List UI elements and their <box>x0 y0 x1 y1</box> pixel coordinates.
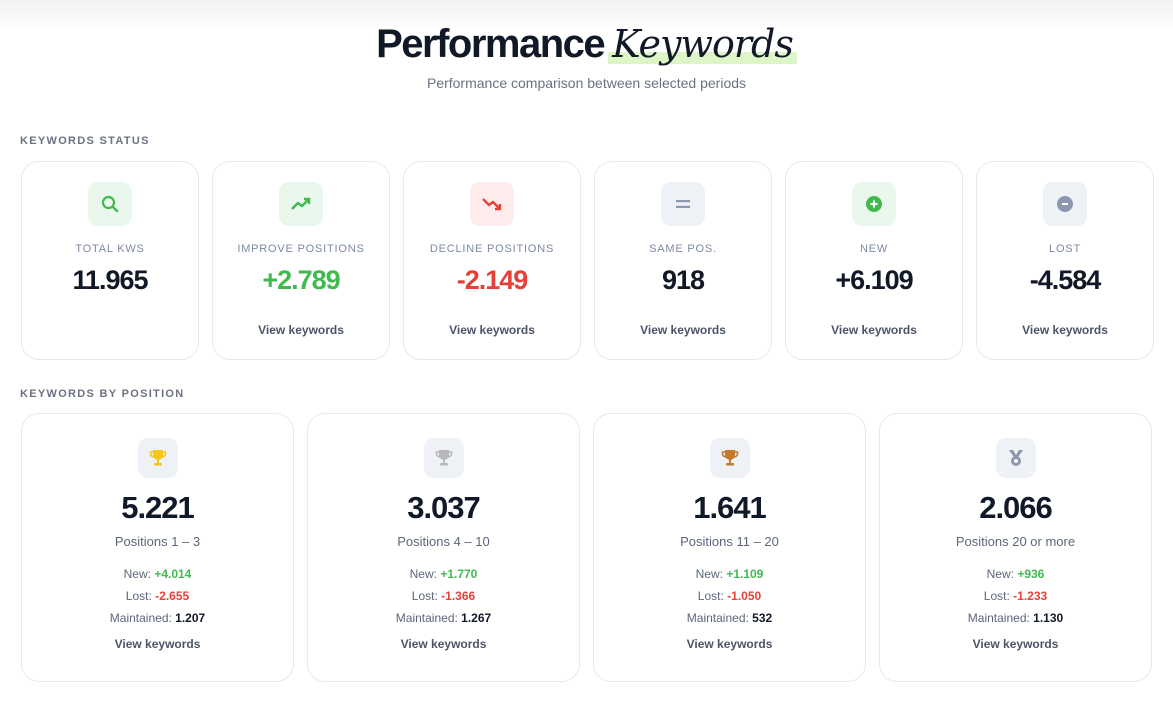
lost-label: Lost: <box>411 589 438 603</box>
status-label: TOTAL KWS <box>75 243 145 255</box>
status-label: SAME POS. <box>649 243 717 255</box>
lost-value: -1.050 <box>727 589 762 603</box>
status-label: LOST <box>1049 243 1081 255</box>
status-label: IMPROVE POSITIONS <box>237 243 365 255</box>
new-stat: New: +4.014 <box>22 563 293 585</box>
lost-stat: Lost: -1.233 <box>880 585 1151 607</box>
title-accent: Keywords <box>608 22 797 66</box>
lost-stat: Lost: -1.050 <box>594 585 865 607</box>
status-value: +6.109 <box>835 265 913 295</box>
trending-up-icon <box>279 182 323 226</box>
view-keywords-link[interactable]: View keywords <box>831 323 917 337</box>
minus-circle-icon <box>1043 182 1087 226</box>
status-cards: TOTAL KWS 11.965 IMPROVE POSITIONS +2.78… <box>21 161 1154 360</box>
page-header: Performance Keywords Performance compari… <box>0 22 1173 91</box>
position-stats: New: +4.014 Lost: -2.655 Maintained: 1.2… <box>22 563 293 629</box>
position-value: 3.037 <box>407 490 481 525</box>
position-value: 5.221 <box>121 490 195 525</box>
maintained-label: Maintained: <box>395 611 458 625</box>
section-label-positions: KEYWORDS BY POSITION <box>20 388 185 400</box>
view-keywords-link[interactable]: View keywords <box>258 323 344 337</box>
status-value: -2.149 <box>456 265 529 295</box>
status-value: 11.965 <box>72 265 148 295</box>
new-label: New: <box>123 567 151 581</box>
lost-label: Lost: <box>983 589 1010 603</box>
position-card: 2.066 Positions 20 or more New: +936 Los… <box>879 413 1152 682</box>
top-fade <box>0 0 1173 30</box>
status-label: DECLINE POSITIONS <box>429 243 555 255</box>
equals-icon <box>661 182 705 226</box>
maintained-label: Maintained: <box>686 611 749 625</box>
view-keywords-link[interactable]: View keywords <box>400 637 487 651</box>
position-cards: 5.221 Positions 1 – 3 New: +4.014 Lost: … <box>21 413 1152 682</box>
status-card-new: NEW +6.109 View keywords <box>785 161 963 360</box>
page-title: Performance Keywords <box>376 22 797 67</box>
maintained-value: 1.267 <box>461 611 492 625</box>
search-icon <box>88 182 132 226</box>
position-range: Positions 1 – 3 <box>114 534 201 549</box>
maintained-stat: Maintained: 1.130 <box>880 607 1151 629</box>
new-value: +936 <box>1017 567 1045 581</box>
maintained-label: Maintained: <box>967 611 1030 625</box>
maintained-value: 1.130 <box>1033 611 1064 625</box>
view-keywords-link[interactable]: View keywords <box>640 323 726 337</box>
new-value: +4.014 <box>154 567 192 581</box>
position-stats: New: +1.770 Lost: -1.366 Maintained: 1.2… <box>308 563 579 629</box>
view-keywords-link[interactable]: View keywords <box>972 637 1059 651</box>
status-card-total: TOTAL KWS 11.965 <box>21 161 199 360</box>
position-stats: New: +936 Lost: -1.233 Maintained: 1.130 <box>880 563 1151 629</box>
trending-down-icon <box>470 182 514 226</box>
view-keywords-link[interactable]: View keywords <box>449 323 535 337</box>
new-value: +1.770 <box>440 567 478 581</box>
new-label: New: <box>409 567 437 581</box>
lost-label: Lost: <box>697 589 724 603</box>
new-stat: New: +1.109 <box>594 563 865 585</box>
lost-label: Lost: <box>125 589 152 603</box>
maintained-label: Maintained: <box>109 611 172 625</box>
view-keywords-link[interactable]: View keywords <box>1022 323 1108 337</box>
page-subtitle: Performance comparison between selected … <box>426 75 747 91</box>
new-stat: New: +1.770 <box>308 563 579 585</box>
maintained-value: 532 <box>752 611 773 625</box>
position-value: 1.641 <box>693 490 767 525</box>
new-stat: New: +936 <box>880 563 1151 585</box>
status-card-same: SAME POS. 918 View keywords <box>594 161 772 360</box>
status-card-decline: DECLINE POSITIONS -2.149 View keywords <box>403 161 581 360</box>
medal-icon <box>995 438 1036 478</box>
position-range: Positions 11 – 20 <box>680 534 779 549</box>
new-label: New: <box>695 567 723 581</box>
lost-value: -1.366 <box>441 589 476 603</box>
gold-trophy-icon <box>137 438 178 478</box>
maintained-stat: Maintained: 1.267 <box>308 607 579 629</box>
bronze-trophy-icon <box>709 438 750 478</box>
position-stats: New: +1.109 Lost: -1.050 Maintained: 532 <box>594 563 865 629</box>
new-label: New: <box>986 567 1014 581</box>
maintained-stat: Maintained: 532 <box>594 607 865 629</box>
lost-stat: Lost: -2.655 <box>22 585 293 607</box>
title-main: Performance <box>376 22 606 66</box>
position-range: Positions 4 – 10 <box>397 534 490 549</box>
maintained-stat: Maintained: 1.207 <box>22 607 293 629</box>
status-value: 918 <box>661 265 705 295</box>
new-value: +1.109 <box>726 567 764 581</box>
status-value: +2.789 <box>262 265 340 295</box>
position-card: 3.037 Positions 4 – 10 New: +1.770 Lost:… <box>307 413 580 682</box>
plus-circle-icon <box>852 182 896 226</box>
silver-trophy-icon <box>423 438 464 478</box>
lost-value: -1.233 <box>1013 589 1048 603</box>
lost-value: -2.655 <box>155 589 190 603</box>
status-card-improve: IMPROVE POSITIONS +2.789 View keywords <box>212 161 390 360</box>
view-keywords-link[interactable]: View keywords <box>114 637 201 651</box>
lost-stat: Lost: -1.366 <box>308 585 579 607</box>
position-value: 2.066 <box>979 490 1053 525</box>
status-value: -4.584 <box>1029 265 1102 295</box>
section-label-status: KEYWORDS STATUS <box>20 135 150 147</box>
view-keywords-link[interactable]: View keywords <box>686 637 773 651</box>
status-label: NEW <box>859 243 889 255</box>
status-card-lost: LOST -4.584 View keywords <box>976 161 1154 360</box>
position-range: Positions 20 or more <box>955 534 1076 549</box>
position-card: 5.221 Positions 1 – 3 New: +4.014 Lost: … <box>21 413 294 682</box>
position-card: 1.641 Positions 11 – 20 New: +1.109 Lost… <box>593 413 866 682</box>
maintained-value: 1.207 <box>175 611 206 625</box>
